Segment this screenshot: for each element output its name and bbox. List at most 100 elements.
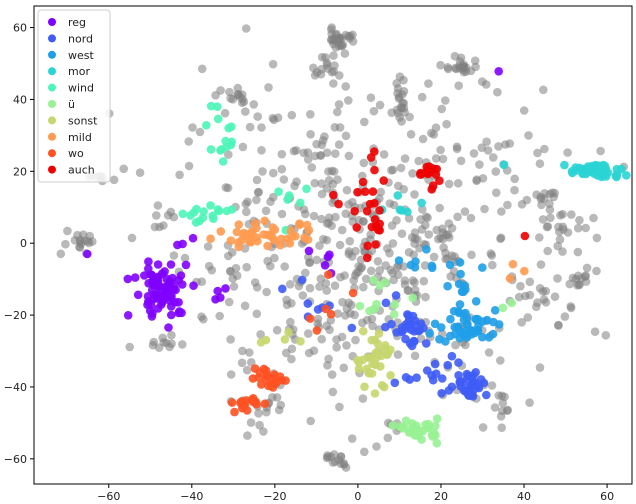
y-tick-label: −60 [4, 453, 27, 466]
background-point [416, 215, 425, 224]
point-nord [447, 382, 457, 392]
background-point [225, 87, 234, 97]
point-reg [147, 286, 157, 295]
point-reg [157, 300, 166, 309]
background-point [372, 442, 381, 451]
point-u [432, 438, 442, 448]
point-mor [393, 191, 403, 200]
point-wo [348, 288, 358, 298]
legend-marker-reg [48, 18, 56, 26]
point-mild [243, 230, 253, 239]
background-point [263, 256, 273, 266]
point-u [408, 293, 418, 303]
point-sonst [353, 355, 362, 365]
point-mor [597, 170, 607, 179]
background-point [224, 150, 233, 159]
background-point [84, 238, 94, 248]
point-sonst [354, 364, 364, 374]
point-reg [174, 308, 184, 318]
point-mild [303, 235, 313, 244]
background-point [488, 260, 497, 270]
background-point [467, 250, 476, 260]
point-reg [216, 293, 225, 302]
background-point [392, 216, 401, 225]
point-u [370, 304, 380, 314]
background-point [538, 287, 548, 296]
background-point [327, 23, 337, 32]
background-point [301, 209, 310, 219]
background-point [332, 335, 341, 344]
background-point [345, 236, 355, 246]
point-wind [206, 145, 216, 154]
point-sonst [379, 382, 389, 392]
point-wind [213, 114, 223, 124]
point-west [430, 319, 440, 329]
point-wind [214, 206, 224, 216]
point-reg [213, 286, 222, 296]
background-point [333, 107, 342, 117]
background-point [388, 268, 397, 278]
point-auch [416, 168, 425, 178]
point-auch [379, 176, 389, 185]
background-point [368, 321, 377, 331]
y-tick-label: 40 [13, 93, 27, 106]
background-point [287, 110, 297, 120]
background-point [375, 100, 385, 110]
point-mild [206, 234, 215, 243]
background-point [408, 169, 417, 178]
background-point [439, 243, 448, 252]
point-sonst [359, 326, 368, 336]
x-tick-label: 60 [600, 490, 614, 503]
background-point [539, 295, 549, 304]
background-point [306, 110, 315, 119]
point-sonst [256, 338, 266, 347]
point-nord [476, 375, 486, 384]
background-point [341, 30, 351, 40]
x-tick-label: −60 [97, 490, 120, 503]
background-point [536, 260, 546, 269]
background-point [316, 151, 326, 160]
background-point [407, 233, 417, 242]
background-point [582, 263, 592, 273]
background-point [341, 131, 351, 141]
background-point [333, 309, 343, 319]
background-point [420, 261, 430, 270]
background-point [350, 310, 359, 320]
point-nord [454, 358, 463, 367]
background-point [322, 321, 332, 331]
background-point [268, 59, 278, 69]
background-point [437, 104, 447, 114]
background-point [242, 207, 251, 217]
point-reg [130, 273, 140, 282]
point-west [394, 256, 404, 265]
point-west [446, 331, 455, 341]
background-point [392, 79, 402, 88]
point-wind [206, 101, 216, 111]
point-auch [350, 206, 360, 216]
background-point [244, 219, 254, 229]
background-point [258, 167, 267, 176]
point-reg [494, 67, 504, 76]
background-point [257, 146, 266, 155]
point-mor [578, 164, 588, 174]
background-point [362, 315, 372, 325]
legend-marker-west [48, 50, 56, 59]
point-nord [347, 323, 357, 333]
background-point [252, 175, 262, 185]
background-point [347, 434, 357, 443]
point-west [427, 261, 437, 271]
background-point [373, 257, 383, 266]
background-point [315, 241, 324, 250]
background-point [269, 192, 278, 202]
background-point [501, 140, 510, 149]
background-point [323, 361, 332, 370]
background-point [456, 156, 466, 166]
background-point [523, 313, 533, 322]
point-u [375, 281, 385, 290]
background-point [375, 266, 385, 275]
background-point [573, 247, 583, 257]
background-point [555, 235, 565, 244]
point-u [431, 421, 440, 431]
point-u [389, 310, 399, 319]
background-point [330, 281, 340, 291]
